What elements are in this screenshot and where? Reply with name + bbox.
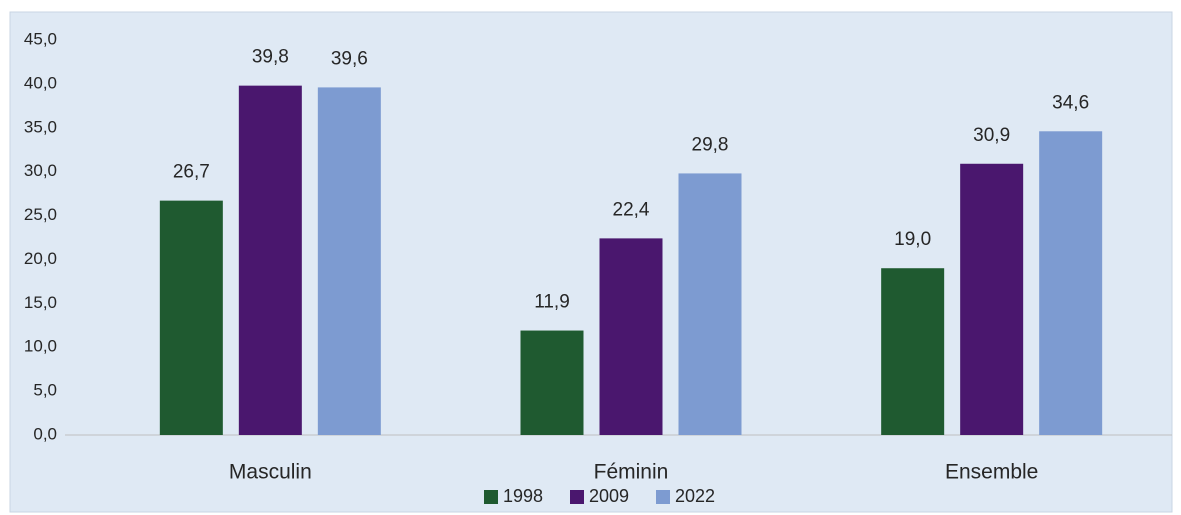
y-tick-label: 15,0 [24, 293, 57, 312]
bar [520, 330, 584, 435]
value-label: 29,8 [692, 134, 729, 155]
bar [678, 173, 742, 435]
y-tick-label: 35,0 [24, 117, 57, 136]
y-tick-label: 25,0 [24, 205, 57, 224]
value-label: 26,7 [173, 162, 210, 183]
bar [1039, 131, 1103, 436]
value-label: 22,4 [613, 199, 650, 220]
bar [599, 238, 663, 435]
legend-label: 2009 [589, 486, 629, 506]
value-label: 11,9 [534, 292, 570, 313]
value-label: 39,8 [252, 47, 289, 68]
bar [317, 87, 381, 436]
value-label: 39,6 [331, 48, 368, 69]
y-tick-label: 30,0 [24, 161, 57, 180]
y-tick-label: 40,0 [24, 73, 57, 92]
y-tick-label: 20,0 [24, 249, 57, 268]
legend-label: 2022 [675, 486, 715, 506]
value-label: 30,9 [973, 125, 1010, 146]
y-tick-label: 5,0 [33, 381, 57, 400]
bar [238, 85, 302, 436]
bar [881, 268, 945, 435]
y-tick-label: 10,0 [24, 337, 57, 356]
bar [159, 200, 223, 435]
value-label: 19,0 [894, 229, 931, 250]
bar [960, 163, 1024, 435]
legend-label: 1998 [503, 486, 543, 506]
x-tick-label: Ensemble [945, 461, 1038, 484]
x-tick-label: Masculin [229, 461, 312, 484]
y-tick-label: 45,0 [24, 29, 57, 48]
value-label: 34,6 [1052, 92, 1089, 113]
legend-swatch [570, 490, 584, 504]
y-tick-label: 0,0 [33, 424, 57, 443]
x-tick-label: Féminin [594, 461, 669, 484]
legend-swatch [656, 490, 670, 504]
legend-swatch [484, 490, 498, 504]
